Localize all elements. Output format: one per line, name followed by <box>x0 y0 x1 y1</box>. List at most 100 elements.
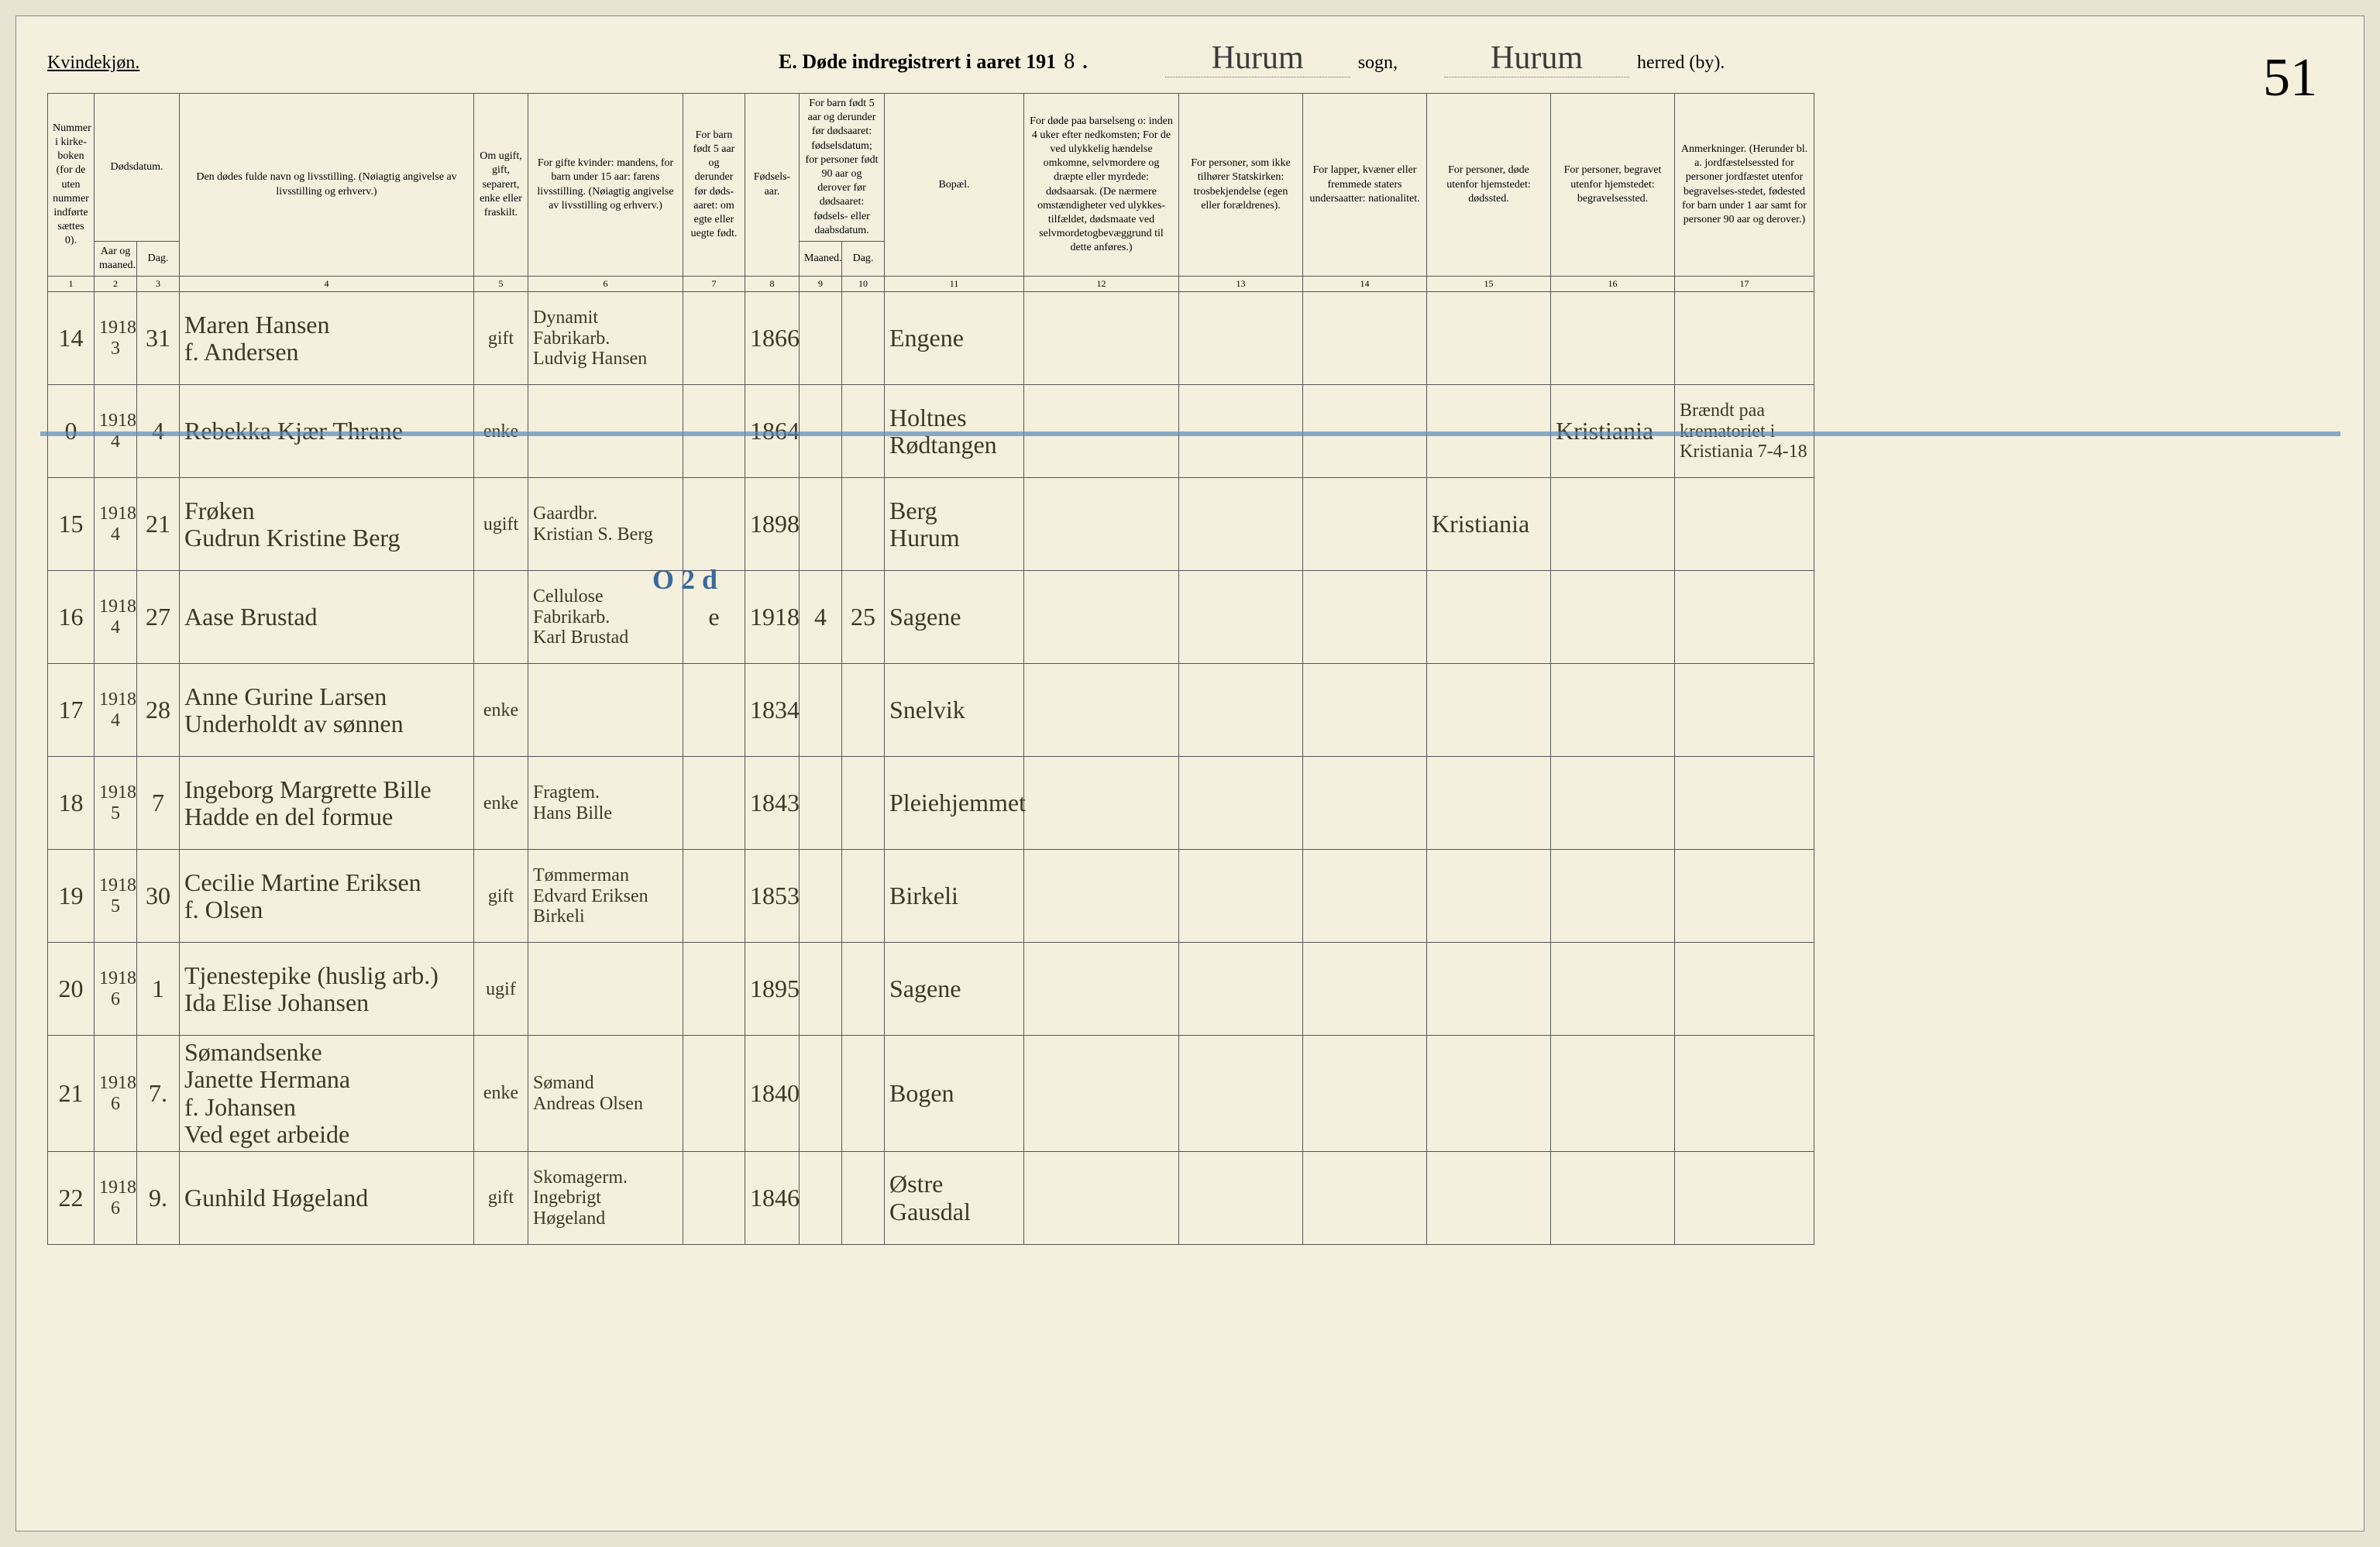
cell-barsel <box>1024 571 1179 664</box>
cell-ugift <box>474 571 528 664</box>
cell-barn5 <box>683 385 745 478</box>
cell-fodday: 25 <box>842 571 885 664</box>
cell-anmerk <box>1675 850 1814 943</box>
cell-dag-text: 1 <box>142 975 174 1002</box>
cell-aar-text: 1918 5 <box>99 875 132 916</box>
cell-aar: 1918 6 <box>95 1152 137 1245</box>
sogn-label: sogn, <box>1358 53 1398 74</box>
cell-bopael: Sagene <box>885 571 1024 664</box>
cell-fodmd <box>800 850 842 943</box>
cell-begrav <box>1551 292 1675 385</box>
cell-fodday <box>842 757 885 850</box>
table-row: 171918 428Anne Gurine Larsen Underholdt … <box>48 664 2333 757</box>
cell-aar: 1918 5 <box>95 850 137 943</box>
cell-dodsted <box>1427 292 1551 385</box>
cell-dodsted <box>1427 943 1551 1036</box>
cell-bopael-text: Holtnes Rødtangen <box>889 404 1019 459</box>
cell-ugift: enke <box>474 385 528 478</box>
cell-anmerk <box>1675 943 1814 1036</box>
table-row: 221918 69.Gunhild HøgelandgiftSkomagerm.… <box>48 1152 2333 1245</box>
table-row: 01918 44Rebekka Kjær Thraneenke1864Holtn… <box>48 385 2333 478</box>
cell-stats <box>1179 850 1303 943</box>
cell-num: 0 <box>48 385 95 478</box>
cell-barsel <box>1024 757 1179 850</box>
cell-anmerk <box>1675 664 1814 757</box>
cell-dag-text: 21 <box>142 511 174 538</box>
cell-fodaar-text: 1918 <box>750 603 794 631</box>
cell-aar-text: 1918 6 <box>99 1177 132 1219</box>
cell-bopael: Engene <box>885 292 1024 385</box>
cell-navn: Sømandsenke Janette Hermana f. Johansen … <box>180 1036 474 1152</box>
cell-num: 19 <box>48 850 95 943</box>
col-header-barn5: For barn født 5 aar og derunder før døds… <box>683 94 745 277</box>
cell-dag-text: 4 <box>142 418 174 445</box>
cell-barn5 <box>683 850 745 943</box>
cell-stats <box>1179 571 1303 664</box>
cell-aar-text: 1918 6 <box>99 968 132 1009</box>
cell-ugift-text: enke <box>479 700 523 720</box>
cell-lapper <box>1303 571 1427 664</box>
cell-ugift-text: enke <box>479 793 523 813</box>
cell-dag-text: 30 <box>142 882 174 909</box>
cell-barn5 <box>683 757 745 850</box>
cell-barn5: eO 2 d <box>683 571 745 664</box>
cell-fodday-text: 25 <box>847 603 879 631</box>
cell-dodsted <box>1427 571 1551 664</box>
cell-navn: Frøken Gudrun Kristine Berg <box>180 478 474 571</box>
col-header-anmerk: Anmerkninger. (Herunder bl. a. jordfæste… <box>1675 94 1814 277</box>
cell-lapper <box>1303 1152 1427 1245</box>
cell-aar-text: 1918 6 <box>99 1073 132 1114</box>
cell-anmerk <box>1675 292 1814 385</box>
cell-navn: Cecilie Martine Eriksen f. Olsen <box>180 850 474 943</box>
cell-mand: Tømmerman Edvard Eriksen Birkeli <box>528 850 683 943</box>
cell-bopael-text: Bogen <box>889 1080 1019 1107</box>
cell-mand-text: Fragtem. Hans Bille <box>533 782 678 823</box>
table-row: 141918 331Maren Hansen f. AndersengiftDy… <box>48 292 2333 385</box>
cell-aar: 1918 6 <box>95 943 137 1036</box>
cell-aar: 1918 3 <box>95 292 137 385</box>
cell-fodaar-text: 1895 <box>750 975 794 1002</box>
colnum: 17 <box>1675 277 1814 292</box>
colnum: 11 <box>885 277 1024 292</box>
title-block: E. Døde indregistrert i aaret 191 8 . Hu… <box>170 40 2333 77</box>
cell-num-text: 16 <box>53 603 89 631</box>
cell-mand: Dynamit Fabrikarb. Ludvig Hansen <box>528 292 683 385</box>
cell-aar: 1918 4 <box>95 664 137 757</box>
cell-num: 18 <box>48 757 95 850</box>
sogn-value: Hurum <box>1165 40 1350 77</box>
cell-fodmd <box>800 292 842 385</box>
col-header-navn: Den dødes fulde navn og livsstilling. (N… <box>180 94 474 277</box>
table-row: 191918 5 30 Cecilie Martine Eriksen f. Ols… <box>48 850 2333 943</box>
cell-barsel <box>1024 385 1179 478</box>
cell-fodday <box>842 943 885 1036</box>
colnum: 1 <box>48 277 95 292</box>
cell-barsel <box>1024 1036 1179 1152</box>
cell-fodmd <box>800 664 842 757</box>
cell-num: 21 <box>48 1036 95 1152</box>
cell-ugift: gift <box>474 850 528 943</box>
cell-ugift-text: ugif <box>479 979 523 999</box>
title-period: . <box>1082 50 1088 74</box>
cell-ugift-text: ugift <box>479 514 523 535</box>
cell-navn: Anne Gurine Larsen Underholdt av sønnen <box>180 664 474 757</box>
cell-fodday <box>842 292 885 385</box>
cell-dodsted <box>1427 664 1551 757</box>
cell-mand: Sømand Andreas Olsen <box>528 1036 683 1152</box>
column-number-row: 1 2 3 4 5 6 7 8 9 10 11 12 13 14 15 16 1… <box>48 277 2333 292</box>
cell-navn-text: Maren Hansen f. Andersen <box>184 311 469 366</box>
cell-bopael-text: Berg Hurum <box>889 497 1019 552</box>
cell-aar-text: 1918 4 <box>99 596 132 638</box>
cell-fodmd-text: 4 <box>804 603 837 631</box>
colnum: 4 <box>180 277 474 292</box>
cell-ugift-text: enke <box>479 1083 523 1103</box>
cell-barsel <box>1024 664 1179 757</box>
cell-lapper <box>1303 1036 1427 1152</box>
cell-barsel <box>1024 1152 1179 1245</box>
cell-aar-text: 1918 4 <box>99 504 132 545</box>
cell-fodmd <box>800 1152 842 1245</box>
cell-mand-text: Sømand Andreas Olsen <box>533 1073 678 1114</box>
cell-navn-text: Cecilie Martine Eriksen f. Olsen <box>184 869 469 923</box>
cell-begrav <box>1551 757 1675 850</box>
cell-bopael-text: Snelvik <box>889 696 1019 724</box>
cell-num-text: 21 <box>53 1080 89 1107</box>
